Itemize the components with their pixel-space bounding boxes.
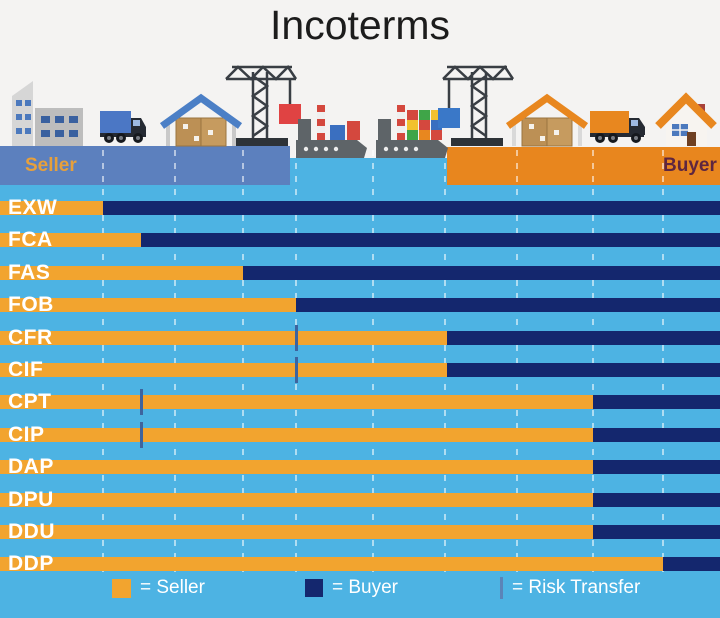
blue-container-icon <box>438 108 460 128</box>
seller-bar <box>0 460 593 474</box>
legend-label: = Seller <box>140 577 205 598</box>
buyer-bar <box>103 201 720 215</box>
risk-transfer-marker <box>140 389 143 415</box>
seller-swatch <box>112 578 131 598</box>
legend-item: = Risk Transfer <box>500 576 640 600</box>
factory-icon <box>12 81 83 146</box>
incoterm-label: CPT <box>8 390 52 413</box>
buyer-bar <box>593 460 720 474</box>
risk-transfer-marker <box>140 422 143 448</box>
buyer-bar <box>447 363 720 377</box>
incoterm-label: CFR <box>8 326 53 349</box>
cargo-ship-icon <box>376 105 448 158</box>
seller-bar <box>0 428 593 442</box>
legend-label: = Risk Transfer <box>512 577 641 598</box>
buyer-bar <box>296 298 720 312</box>
seller-bar <box>0 493 593 507</box>
header-illustration <box>12 65 717 158</box>
seller-platform-label: Seller <box>25 155 77 176</box>
crane-icon <box>225 65 301 146</box>
buyer-bar <box>593 395 720 409</box>
buyer-bar <box>243 266 720 280</box>
buyer-bar <box>593 493 720 507</box>
seller-bar <box>0 331 447 345</box>
buyer-bar <box>663 557 720 571</box>
seller-bar <box>0 363 447 377</box>
warehouse-icon <box>159 93 243 147</box>
incoterm-label: EXW <box>8 196 58 219</box>
buyer-bar <box>447 331 720 345</box>
seller-bar <box>0 233 141 247</box>
legend-item: = Seller <box>112 576 205 600</box>
incoterm-label: CIF <box>8 358 44 381</box>
risk-transfer-marker <box>295 357 298 383</box>
buyer-platform <box>447 147 720 185</box>
cargo-ship-icon <box>296 105 367 158</box>
buyer-bar <box>141 233 720 247</box>
seller-bar <box>0 201 103 215</box>
crane-icon <box>438 65 515 146</box>
legend-label: = Buyer <box>332 577 399 598</box>
buyer-bar <box>593 428 720 442</box>
seller-bar <box>0 266 243 280</box>
incoterm-label: FCA <box>8 228 53 251</box>
legend-item: = Buyer <box>305 576 398 600</box>
seller-bar <box>0 525 593 539</box>
incoterm-label: DPU <box>8 488 54 511</box>
truck-icon <box>100 111 146 143</box>
incoterm-label: FAS <box>8 261 51 284</box>
incoterm-label: CIP <box>8 423 45 446</box>
seller-bar <box>0 557 663 571</box>
incoterm-label: FOB <box>8 293 54 316</box>
house-icon <box>655 92 717 146</box>
seller-bar <box>0 298 296 312</box>
truck-icon <box>590 111 645 143</box>
red-container-icon <box>279 104 301 124</box>
incoterm-label: DDP <box>8 552 54 575</box>
risk-swatch <box>500 577 503 599</box>
seller-platform <box>0 146 290 185</box>
risk-transfer-marker <box>295 325 298 351</box>
page-title: Incoterms <box>270 2 450 48</box>
buyer-swatch <box>305 579 323 597</box>
buyer-bar <box>593 525 720 539</box>
incoterm-label: DAP <box>8 455 54 478</box>
incoterm-label: DDU <box>8 520 55 543</box>
warehouse-icon <box>505 93 589 147</box>
buyer-platform-label: Buyer <box>663 155 717 176</box>
water-background <box>0 158 720 618</box>
seller-bar <box>0 395 593 409</box>
